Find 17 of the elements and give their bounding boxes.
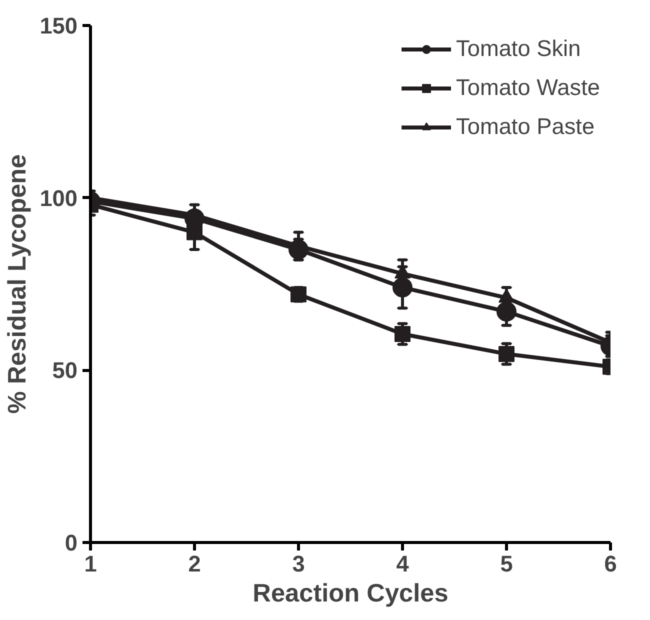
legend-label: Tomato Paste <box>456 113 595 140</box>
x-axis-title: Reaction Cycles <box>252 580 448 608</box>
legend-label: Tomato Skin <box>456 35 581 62</box>
x-tick-label: 5 <box>500 550 513 576</box>
y-axis-title: % Residual Lycopene <box>4 154 32 414</box>
x-tick-label: 2 <box>188 550 201 576</box>
x-tick-label: 1 <box>84 550 97 576</box>
legend-label: Tomato Waste <box>456 74 600 101</box>
point <box>394 326 410 342</box>
y-tick-label: 100 <box>40 184 78 211</box>
x-tick-label: 6 <box>604 550 617 576</box>
y-tick-label: 50 <box>52 357 78 384</box>
point <box>186 224 202 240</box>
x-tick-label: 3 <box>292 550 305 576</box>
y-tick-label: 0 <box>64 530 78 556</box>
x-tick-label: 4 <box>396 550 410 576</box>
y-tick-label: 150 <box>40 12 78 38</box>
